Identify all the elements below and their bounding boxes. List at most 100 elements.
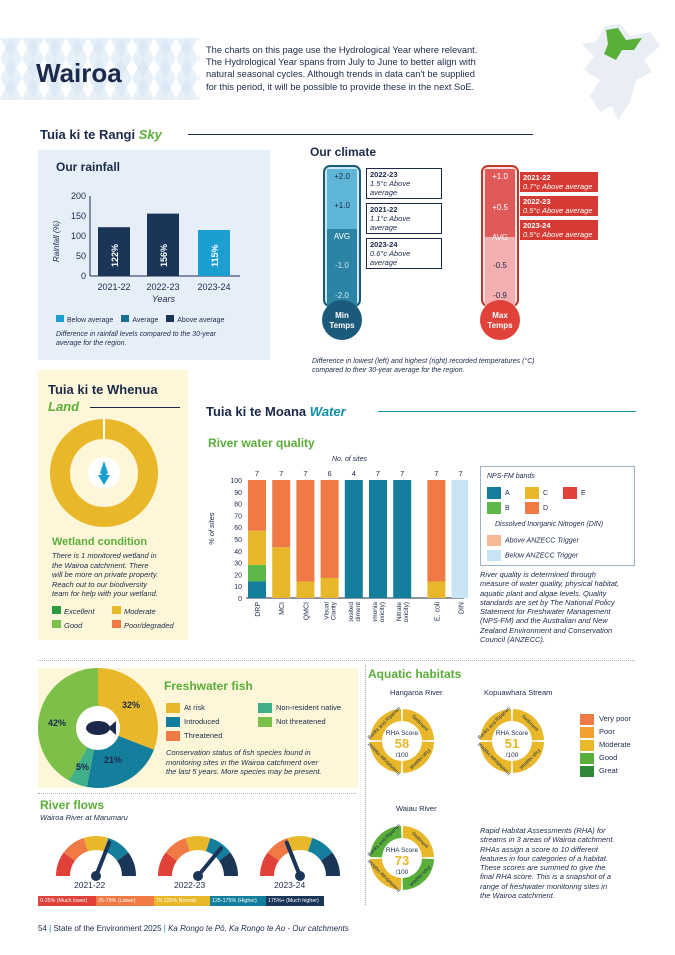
min-thermometer: +2.0 +1.0 AVG -1.0 -2.0 Min Temps bbox=[322, 165, 362, 340]
gauge-0-seg-4 bbox=[117, 852, 136, 876]
xlabel-1: MCI bbox=[279, 602, 286, 615]
bar-ecoli-d bbox=[427, 480, 446, 582]
svg-text:-1.0: -1.0 bbox=[335, 261, 349, 270]
river-quality-title: River water quality bbox=[208, 436, 315, 450]
bar-label-122: 122% bbox=[110, 244, 120, 267]
bar-label-115: 115% bbox=[210, 244, 220, 267]
fish-legend: At risk Non-resident native Introduced N… bbox=[166, 703, 358, 742]
rha-1-seg-1 bbox=[512, 741, 544, 773]
bar-qmci-c bbox=[296, 581, 315, 598]
river-quality-chart: 0 10 20 30 40 50 60 70 80 90 100 7 DRP 7 MCI 7 QMCI 6 Visu… bbox=[230, 469, 468, 622]
svg-text:+2.0: +2.0 bbox=[334, 172, 350, 181]
sky-divider bbox=[188, 134, 533, 135]
xlabel-0: DRP bbox=[255, 602, 262, 617]
intro-text: The charts on this page use the Hydrolog… bbox=[206, 45, 478, 92]
flow-year-3: 2023-24 bbox=[274, 880, 306, 890]
bar-drp-c bbox=[248, 530, 266, 565]
ytick-0: 0 bbox=[238, 596, 242, 603]
ytick-20: 20 bbox=[234, 572, 242, 579]
svg-text:32%: 32% bbox=[122, 700, 140, 710]
gauge-0-hub bbox=[91, 871, 101, 881]
gauge-1-seg-1 bbox=[165, 837, 190, 861]
tick-0: 0 bbox=[81, 271, 86, 281]
ytick-50: 50 bbox=[234, 537, 242, 544]
sites-8: 7 bbox=[459, 469, 463, 478]
ytick-70: 70 bbox=[234, 513, 242, 520]
site-name-3: Waiau River bbox=[396, 804, 437, 813]
land-heading: Tuia ki te Whenua bbox=[48, 382, 158, 397]
ytick-60: 60 bbox=[234, 525, 242, 532]
svg-text:+1.0: +1.0 bbox=[334, 201, 350, 210]
ytick-30: 30 bbox=[234, 561, 242, 568]
sites-3: 6 bbox=[328, 469, 332, 478]
page-title: Wairoa bbox=[36, 58, 122, 88]
gauge-0-seg-0 bbox=[56, 852, 75, 876]
tick-50: 50 bbox=[76, 251, 86, 261]
rha-2-seg-1 bbox=[402, 858, 434, 890]
gauge-2-seg-2 bbox=[287, 836, 313, 852]
sky-heading: Tuia ki te Rangi Sky bbox=[40, 127, 162, 142]
habitats-title: Aquatic habitats bbox=[368, 667, 462, 681]
land-divider bbox=[90, 407, 180, 408]
sites-2: 7 bbox=[303, 469, 307, 478]
fish-pie: 32% 21% 5% 42% bbox=[38, 668, 158, 788]
bar-visualclarity-d bbox=[320, 480, 339, 578]
svg-text:42%: 42% bbox=[48, 718, 66, 728]
bar-ammoniatoxicity-a bbox=[369, 480, 387, 598]
bar-label-156: 156% bbox=[159, 244, 169, 267]
bar-drp-b bbox=[248, 564, 266, 582]
gauge-1-needle bbox=[196, 846, 223, 878]
flow-gauges bbox=[56, 836, 340, 881]
rainfall-xlabel: Years bbox=[152, 294, 176, 304]
gauge-1-seg-2 bbox=[185, 836, 211, 852]
xlabel-3: VisualClarity bbox=[324, 601, 338, 620]
rainfall-note: Difference in rainfall levels compared t… bbox=[56, 331, 216, 347]
rha-1-per: /100 bbox=[506, 752, 519, 759]
rha-0-seg-0 bbox=[402, 709, 434, 741]
rha-0-per: /100 bbox=[396, 752, 409, 759]
flows-title: River flows bbox=[40, 798, 105, 812]
bar-2021-22 bbox=[98, 227, 130, 276]
gauge-2-seg-0 bbox=[260, 852, 279, 876]
svg-text:Min: Min bbox=[335, 311, 349, 320]
xlabel-5: Ammonia(toxicity) bbox=[372, 602, 386, 622]
x-2023-24: 2023-24 bbox=[197, 282, 230, 292]
sites-1: 7 bbox=[279, 469, 283, 478]
climate-note: Difference in lowest (left) and highest … bbox=[312, 358, 535, 374]
bar-din-belowanzecctrigger bbox=[451, 480, 468, 598]
flows-subtitle: Wairoa River at Marumaru bbox=[40, 813, 128, 822]
sites-label: No. of sites bbox=[332, 456, 368, 463]
sites-6: 7 bbox=[400, 469, 404, 478]
rha-1-label: RHA Score bbox=[496, 730, 529, 737]
svg-text:5%: 5% bbox=[76, 762, 89, 772]
land-heading-en: Land bbox=[48, 399, 80, 414]
rha-0-label: RHA Score bbox=[386, 730, 419, 737]
fish-note: Conservation status of fish species foun… bbox=[166, 748, 322, 776]
rha-1-score: 51 bbox=[505, 736, 519, 751]
xlabel-2: QMCI bbox=[303, 602, 310, 620]
bar-drp-a bbox=[248, 581, 266, 598]
rainfall-chart: 200 150 100 50 0 122% 156% 115% 2021-22 … bbox=[71, 191, 240, 292]
max-entries: 2021-22 0.7°c Above average 2022-23 0.5°c … bbox=[520, 172, 598, 240]
vertical-divider bbox=[365, 665, 366, 905]
fish-title: Freshwater fish bbox=[164, 679, 253, 693]
svg-text:AVG: AVG bbox=[492, 233, 508, 242]
bar-2022-23 bbox=[147, 213, 179, 276]
min-entries: 2022-23 1.5°c Above average 2021-22 1.1°c … bbox=[366, 168, 442, 269]
water-heading: Tuia ki te Moana Water bbox=[206, 404, 346, 419]
rha-2-seg-0 bbox=[402, 826, 434, 858]
ytick-10: 10 bbox=[234, 584, 242, 591]
tick-200: 200 bbox=[71, 191, 86, 201]
svg-text:Temps: Temps bbox=[329, 321, 355, 330]
rha-1-seg-2 bbox=[480, 741, 512, 773]
flows-legend: 0-25% (Much lower) 25-75% (Lower) 75-125… bbox=[38, 896, 324, 906]
flow-year-1: 2021-22 bbox=[74, 880, 106, 890]
rha-0-seg-2 bbox=[370, 741, 402, 773]
gauge-0-seg-2 bbox=[83, 836, 109, 852]
svg-text:AVG: AVG bbox=[334, 232, 350, 241]
rha-2-score: 73 bbox=[395, 853, 409, 868]
svg-text:-0.5: -0.5 bbox=[493, 261, 507, 270]
svg-text:+0.5: +0.5 bbox=[492, 203, 508, 212]
header-pattern bbox=[0, 38, 200, 100]
